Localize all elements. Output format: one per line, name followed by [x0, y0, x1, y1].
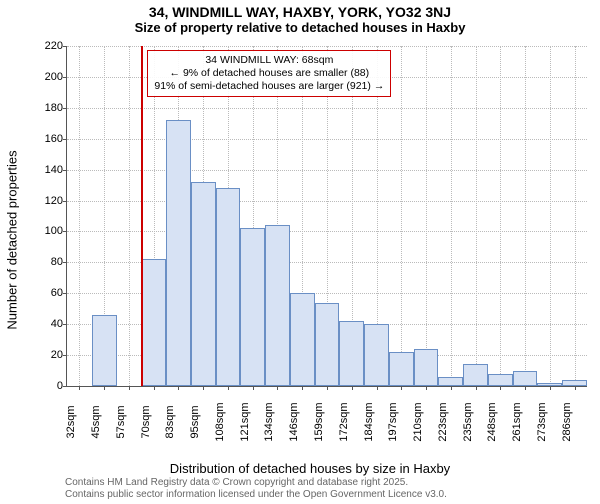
title-main: 34, WINDMILL WAY, HAXBY, YORK, YO32 3NJ — [0, 4, 600, 20]
xtick-mark — [253, 386, 254, 390]
histogram-bar — [488, 374, 513, 386]
histogram-bar — [414, 349, 439, 386]
histogram-bar — [389, 352, 414, 386]
gridline-v — [525, 46, 526, 386]
ytick-mark — [63, 201, 67, 202]
histogram-bar — [339, 321, 364, 386]
xtick-mark — [178, 386, 179, 390]
ytick-mark — [63, 231, 67, 232]
ytick-mark — [63, 139, 67, 140]
xtick-mark — [327, 386, 328, 390]
histogram-bar — [562, 380, 587, 386]
xtick-mark — [426, 386, 427, 390]
histogram-bar — [315, 303, 340, 386]
xtick-mark — [377, 386, 378, 390]
ytick-mark — [63, 46, 67, 47]
ytick-mark — [63, 108, 67, 109]
histogram-bar — [141, 259, 166, 386]
histogram-bar — [290, 293, 315, 386]
xtick-mark — [352, 386, 353, 390]
gridline-v — [401, 46, 402, 386]
histogram-bar — [92, 315, 117, 386]
gridline-v — [451, 46, 452, 386]
reference-line3: 91% of semi-detached houses are larger (… — [154, 80, 384, 93]
xtick-mark — [203, 386, 204, 390]
footer-line1: Contains HM Land Registry data © Crown c… — [65, 477, 447, 489]
ytick-mark — [63, 293, 67, 294]
histogram-bar — [191, 182, 216, 386]
xtick-mark — [104, 386, 105, 390]
plot-region: 02040608010012014016018020022032sqm45sqm… — [66, 46, 587, 387]
reference-line2: ← 9% of detached houses are smaller (88) — [154, 67, 384, 80]
gridline-v — [575, 46, 576, 386]
ytick-mark — [63, 386, 67, 387]
xtick-mark — [228, 386, 229, 390]
ytick-mark — [63, 262, 67, 263]
histogram-bar — [513, 371, 538, 386]
xtick-mark — [525, 386, 526, 390]
gridline-v — [426, 46, 427, 386]
xtick-mark — [79, 386, 80, 390]
xtick-mark — [451, 386, 452, 390]
xtick-mark — [277, 386, 278, 390]
footer-line2: Contains public sector information licen… — [65, 489, 447, 501]
histogram-bar — [463, 364, 488, 386]
histogram-bar — [438, 377, 463, 386]
y-axis-label: Number of detached properties — [5, 150, 20, 329]
title-sub: Size of property relative to detached ho… — [0, 20, 600, 35]
xtick-mark — [129, 386, 130, 390]
xtick-mark — [401, 386, 402, 390]
xtick-mark — [476, 386, 477, 390]
xtick-mark — [550, 386, 551, 390]
histogram-bar — [240, 228, 265, 386]
histogram-bar — [265, 225, 290, 386]
ytick-mark — [63, 355, 67, 356]
gridline-v — [476, 46, 477, 386]
xtick-mark — [575, 386, 576, 390]
xtick-mark — [302, 386, 303, 390]
histogram-bar — [537, 383, 562, 386]
reference-annotation-box: 34 WINDMILL WAY: 68sqm ← 9% of detached … — [147, 50, 391, 97]
histogram-bar — [216, 188, 241, 386]
histogram-bar — [166, 120, 191, 386]
ytick-mark — [63, 324, 67, 325]
gridline-v — [500, 46, 501, 386]
x-axis-label: Distribution of detached houses by size … — [30, 461, 590, 476]
xtick-mark — [154, 386, 155, 390]
gridline-v — [550, 46, 551, 386]
reference-line1: 34 WINDMILL WAY: 68sqm — [154, 54, 384, 67]
reference-line — [141, 46, 143, 386]
ytick-mark — [63, 170, 67, 171]
chart-area: Number of detached properties 0204060801… — [30, 46, 590, 434]
footer-attribution: Contains HM Land Registry data © Crown c… — [65, 477, 447, 501]
histogram-bar — [364, 324, 389, 386]
ytick-mark — [63, 77, 67, 78]
xtick-label: 286sqm — [575, 402, 591, 441]
gridline-v — [79, 46, 80, 386]
xtick-mark — [500, 386, 501, 390]
gridline-v — [129, 46, 130, 386]
